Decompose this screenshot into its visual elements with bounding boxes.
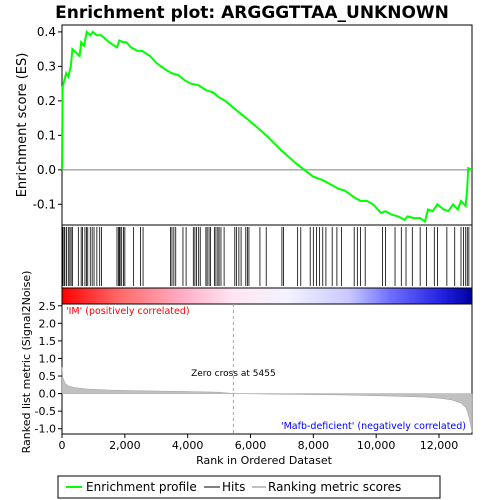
metric-y-tick-label: 2.0	[39, 317, 57, 330]
metric-panel-frame	[61, 303, 473, 435]
x-tick-label: 2,000	[109, 439, 141, 452]
x-tick-label: 8,000	[298, 439, 330, 452]
x-axis: 0 2,000 4,000 6,000 8,000 10,000 12,000	[59, 434, 459, 452]
x-tick-label: 6,000	[235, 439, 267, 452]
chart-title: Enrichment plot: ARGGGTTAA_UNKNOWN	[55, 3, 449, 23]
legend-hits-label: Hits	[222, 480, 245, 494]
zero-cross-label: Zero cross at 5455	[191, 369, 276, 379]
ranking-metric-area	[61, 367, 473, 433]
metric-y-tick-label: 0.0	[39, 388, 57, 401]
hit-markers	[62, 227, 470, 286]
legend-enrichment-label: Enrichment profile	[86, 480, 197, 494]
es-y-tick-label: -0.1	[33, 197, 56, 211]
metric-y-tick-label: 0.5	[39, 370, 57, 383]
legend-frame	[57, 475, 441, 499]
enrichment-profile-line	[61, 29, 473, 224]
ranking-colorbar-strip	[61, 287, 473, 305]
hits-panel	[61, 224, 473, 289]
es-panel: -0.1 0.0 0.1 0.2 0.3 0.4 Enrichment score (ES…	[15, 24, 473, 226]
es-y-tick-label: 0.3	[37, 59, 56, 73]
es-y-tick-label: 0.1	[37, 128, 56, 142]
metric-y-tick-label: 1.5	[39, 335, 57, 348]
metric-panel: -1.0 -0.5 0.0 0.5 1.0 1.5 2.0 2.5 Zero cross at…	[20, 271, 473, 454]
x-axis-label: Rank in Ordered Dataset	[196, 454, 333, 467]
metric-y-axis-label: Ranked list metric (Signal2Noise)	[20, 271, 33, 454]
x-tick-label: 10,000	[357, 439, 396, 452]
positive-correlation-label: 'IM' (positively correlated)	[66, 306, 190, 317]
es-y-axis-label: Enrichment score (ES)	[15, 53, 30, 198]
legend: Enrichment profile Hits Ranking metric s…	[57, 475, 441, 499]
x-tick-label: 0	[59, 439, 66, 452]
es-y-tick-label: 0.0	[37, 163, 56, 177]
hits-panel-frame	[61, 224, 473, 289]
es-y-axis: -0.1 0.0 0.1 0.2 0.3 0.4	[33, 25, 62, 211]
metric-y-tick-label: -1.0	[35, 423, 56, 436]
es-y-tick-label: 0.2	[37, 94, 56, 108]
x-tick-label: 4,000	[172, 439, 204, 452]
metric-y-tick-label: 1.0	[39, 352, 57, 365]
es-y-tick-label: 0.4	[37, 25, 56, 39]
ranking-colorbar	[61, 287, 473, 305]
metric-y-axis: -1.0 -0.5 0.0 0.5 1.0 1.5 2.0 2.5	[35, 300, 62, 436]
metric-y-tick-label: 2.5	[39, 300, 57, 313]
es-panel-frame	[61, 24, 473, 226]
x-tick-label: 12,000	[420, 439, 459, 452]
negative-correlation-label: 'Mafb-deficient' (negatively correlated)	[281, 421, 466, 432]
metric-y-tick-label: -0.5	[35, 405, 56, 418]
legend-metric-label: Ranking metric scores	[268, 480, 401, 494]
